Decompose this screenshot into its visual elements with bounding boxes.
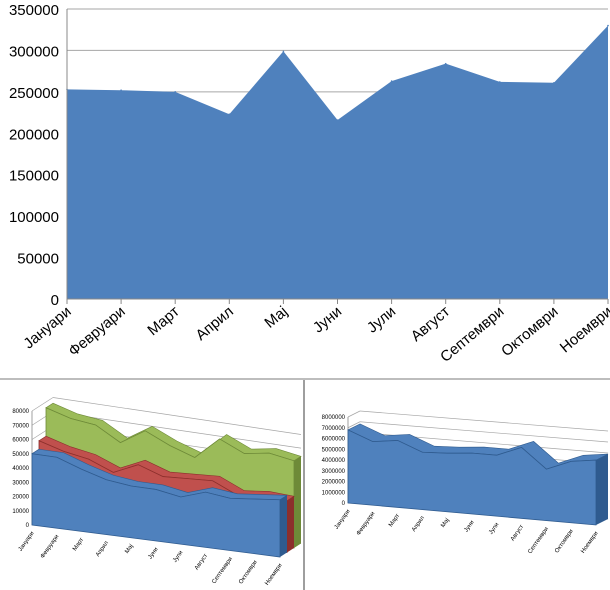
data-point <box>228 113 231 116</box>
back-wall-gridline <box>359 421 609 443</box>
x-tick-label: Јули <box>172 550 184 564</box>
y-tick-label: 50000 <box>12 452 29 458</box>
x-tick-label: Септември <box>211 556 234 585</box>
y-tick-label: 1000000 <box>322 490 346 496</box>
x-tick-label: Март <box>72 537 85 552</box>
data-point <box>607 24 609 27</box>
single-3d-area-chart-svg: 0 1000000 2000000 3000000 4000000 5000000 6000… <box>322 410 609 555</box>
series-front-face <box>347 429 597 526</box>
main-area-chart-svg: 0 50000 100000 150000 200000 250000 300000 3500… <box>9 2 610 366</box>
y-tick-label: 100000 <box>9 209 59 226</box>
y-tick-label: 3000000 <box>322 469 346 475</box>
data-point <box>444 62 447 65</box>
x-tick-label: Април <box>411 515 426 533</box>
side-wall-gridline <box>347 410 361 418</box>
data-point <box>120 89 122 91</box>
y-tick-label: 6000000 <box>322 437 346 443</box>
x-tick-label: Ноември <box>264 563 283 587</box>
data-point <box>282 50 285 53</box>
data-point <box>499 81 501 83</box>
y-tick-label: 8000000 <box>322 415 346 421</box>
y-tick-label: 200000 <box>9 126 59 143</box>
x-tick-label: Јануари <box>18 531 36 553</box>
x-tick-label: Мај <box>261 303 291 332</box>
x-tick-label: Јуни <box>463 520 475 534</box>
x-tick-label: Март <box>388 513 401 528</box>
stacked-3d-area-chart-svg: 0 10000 20000 30000 40000 50000 60000 70000 8000… <box>12 397 302 587</box>
y-tick-label: 80000 <box>12 409 29 415</box>
y-tick-label: 10000 <box>12 509 29 515</box>
x-tick-label: Август <box>194 553 209 571</box>
data-point <box>553 81 555 84</box>
y-tick-label: 60000 <box>12 438 29 444</box>
y-tick-label: 70000 <box>12 423 29 429</box>
series-area <box>67 25 608 299</box>
y-tick-label: 350000 <box>9 2 59 19</box>
x-tick-label: Февруари <box>65 303 128 360</box>
stacked-3d-area-chart: 0 10000 20000 30000 40000 50000 60000 70000 8000… <box>0 380 303 590</box>
y-tick-label: 20000 <box>12 495 29 501</box>
series-side-face <box>287 496 294 553</box>
side-wall-gridline <box>347 421 361 429</box>
vertical-divider <box>303 380 305 590</box>
x-tick-label: Октомври <box>554 529 575 555</box>
back-wall-gridline <box>52 411 302 449</box>
x-tick-label: Ноември <box>557 303 610 356</box>
x-tick-label: Јули <box>488 522 500 536</box>
series-front-face <box>31 453 281 558</box>
x-tick-label: Февруари <box>40 534 61 560</box>
single-3d-area-chart: 0 1000000 2000000 3000000 4000000 5000000 6000… <box>306 380 610 590</box>
side-wall-gridline <box>31 397 54 412</box>
series-side-face <box>294 456 301 548</box>
back-wall-gridline <box>359 410 609 432</box>
y-tick-label: 300000 <box>9 43 59 60</box>
horizontal-divider <box>0 378 610 380</box>
data-point <box>390 80 393 82</box>
x-tick-label: Јули <box>364 303 399 336</box>
y-tick-label: 2000000 <box>322 480 346 486</box>
x-tick-label: Април <box>193 303 237 344</box>
series-side-face <box>280 495 287 557</box>
y-tick-label: 250000 <box>9 85 59 102</box>
x-tick-label: Јуни <box>310 303 345 336</box>
series-side-face <box>596 454 608 525</box>
x-tick-label: Октомври <box>238 560 259 586</box>
data-point <box>174 91 176 93</box>
x-tick-label: Октомври <box>498 303 561 360</box>
x-tick-label: Август <box>408 303 454 345</box>
x-tick-label: Април <box>95 540 110 558</box>
y-tick-label: 30000 <box>12 480 29 486</box>
x-tick-label: Јуни <box>147 547 159 561</box>
y-tick-label: 0 <box>26 523 30 529</box>
main-area-chart: 0 50000 100000 150000 200000 250000 300000 3500… <box>8 2 610 366</box>
y-tick-label: 0 <box>342 501 346 507</box>
x-tick-label: Јануари <box>334 509 352 531</box>
x-tick-label: Август <box>510 524 525 542</box>
y-tick-label: 5000000 <box>322 447 346 453</box>
x-tick-label: Февруари <box>356 511 377 537</box>
x-tick-label: Мај <box>124 544 135 555</box>
y-tick-label: 7000000 <box>322 426 346 432</box>
x-tick-label: Ноември <box>580 531 599 555</box>
y-tick-label: 150000 <box>9 168 59 185</box>
y-tick-label: 40000 <box>12 466 29 472</box>
y-tick-label: 50000 <box>17 251 59 268</box>
y-tick-label: 0 <box>51 292 59 309</box>
back-wall-gridline <box>52 397 302 435</box>
x-tick-label: Мај <box>440 518 451 529</box>
x-tick-label: Септември <box>527 526 550 555</box>
x-tick-label: Март <box>144 303 183 339</box>
y-tick-label: 4000000 <box>322 458 346 464</box>
data-point <box>336 119 339 121</box>
